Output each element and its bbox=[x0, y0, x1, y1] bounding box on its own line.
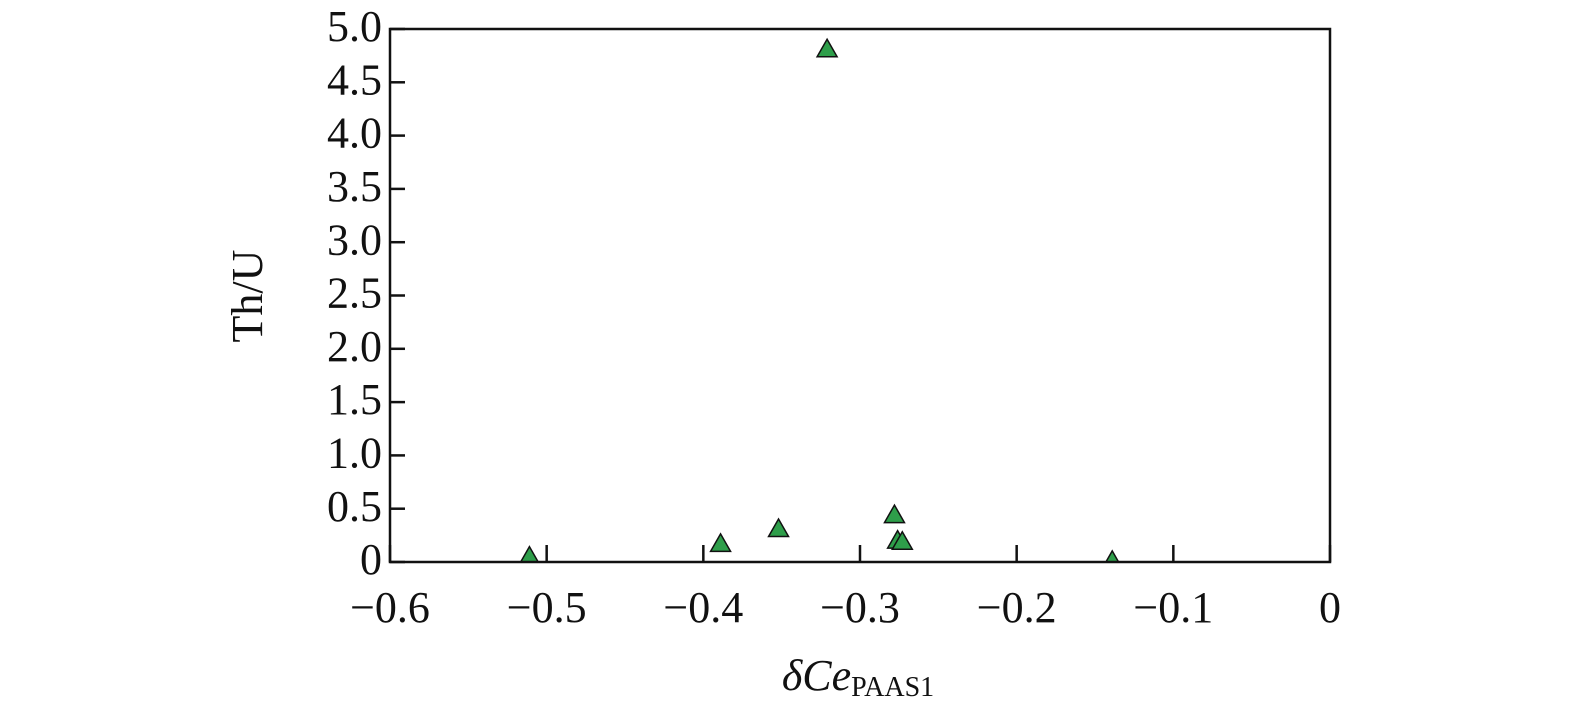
y-tick-label: 2.5 bbox=[327, 269, 382, 318]
x-tick-label: −0.5 bbox=[507, 583, 587, 632]
plot-frame bbox=[388, 27, 1332, 564]
y-tick-label: 0 bbox=[360, 535, 382, 584]
point bbox=[1105, 549, 1120, 562]
x-tick-label: −0.1 bbox=[1133, 583, 1213, 632]
y-axis-label: Th/U bbox=[223, 250, 272, 343]
y-tick-label: 3.0 bbox=[327, 215, 382, 264]
x-tick-label: −0.4 bbox=[663, 583, 743, 632]
y-tick-label: 4.5 bbox=[327, 55, 382, 104]
y-tick-label: 5.0 bbox=[327, 2, 382, 51]
x-tick-label: −0.3 bbox=[820, 583, 900, 632]
point bbox=[709, 532, 732, 553]
y-tick-label: 0.5 bbox=[327, 482, 382, 531]
y-tick-label: 3.5 bbox=[327, 162, 382, 211]
x-axis-label-main: δCe bbox=[782, 651, 851, 700]
x-tick-label: −0.6 bbox=[350, 583, 430, 632]
x-axis-label: δCePAAS1 bbox=[782, 651, 934, 703]
point bbox=[891, 530, 914, 550]
x-axis-label-sub: PAAS1 bbox=[851, 672, 934, 703]
y-tick-label: 1.0 bbox=[327, 428, 382, 477]
point bbox=[767, 517, 790, 538]
x-tick-label: 0 bbox=[1319, 583, 1341, 632]
point bbox=[519, 545, 540, 562]
point bbox=[815, 37, 839, 58]
plot-area bbox=[519, 37, 1120, 562]
x-tick-label: −0.2 bbox=[977, 583, 1057, 632]
y-tick-label: 2.0 bbox=[327, 322, 382, 371]
point bbox=[883, 503, 906, 524]
y-tick-label: 4.0 bbox=[327, 109, 382, 158]
y-tick-label: 1.5 bbox=[327, 375, 382, 424]
